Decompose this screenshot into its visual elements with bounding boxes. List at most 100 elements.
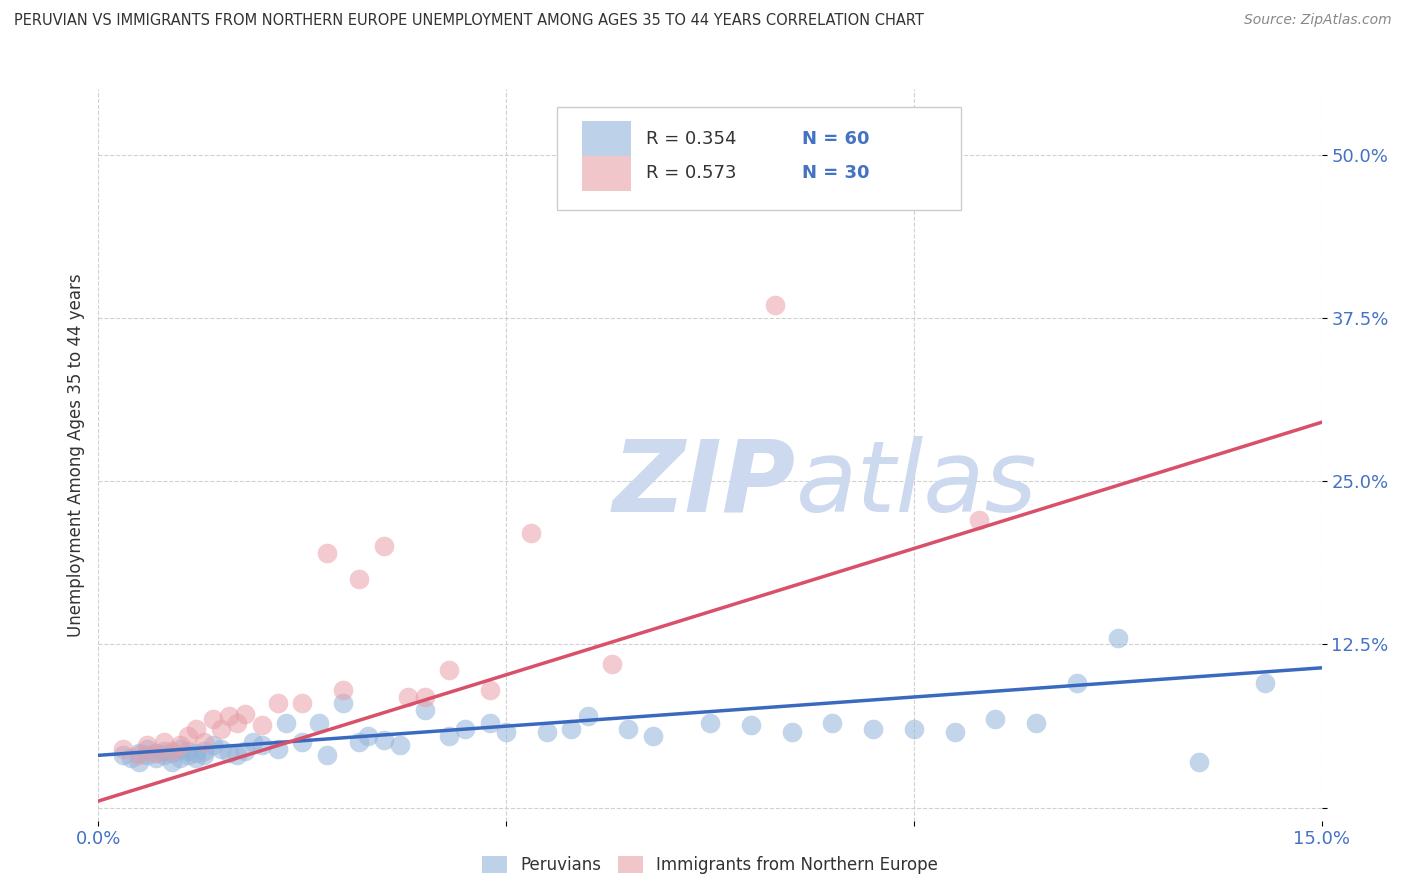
Text: Source: ZipAtlas.com: Source: ZipAtlas.com [1244, 13, 1392, 28]
Point [478, 715, 501, 730]
Point [111, 741, 134, 756]
Point [560, 723, 582, 737]
Point [967, 513, 990, 527]
Point [413, 690, 436, 704]
Point [349, 572, 371, 586]
Point [169, 751, 191, 765]
Point [1253, 676, 1275, 690]
Point [373, 539, 395, 553]
Text: N = 30: N = 30 [801, 164, 869, 182]
Point [209, 723, 232, 737]
Point [128, 746, 150, 760]
Point [315, 748, 337, 763]
Point [349, 735, 371, 749]
Text: N = 60: N = 60 [801, 130, 869, 148]
Point [437, 664, 460, 678]
Legend: Peruvians, Immigrants from Northern Europe: Peruvians, Immigrants from Northern Euro… [482, 856, 938, 874]
Point [128, 748, 150, 763]
Point [169, 738, 191, 752]
Point [1107, 631, 1129, 645]
Point [242, 735, 264, 749]
Point [120, 751, 142, 765]
Point [437, 729, 460, 743]
FancyBboxPatch shape [582, 156, 630, 191]
Point [332, 683, 354, 698]
Point [201, 738, 224, 752]
Point [413, 703, 436, 717]
Point [145, 746, 167, 760]
Point [984, 712, 1007, 726]
Text: atlas: atlas [796, 435, 1038, 533]
Point [903, 723, 925, 737]
Point [193, 744, 215, 758]
Point [233, 706, 256, 721]
Text: ZIP: ZIP [612, 435, 796, 533]
Point [389, 738, 412, 752]
Point [291, 735, 314, 749]
Point [763, 298, 786, 312]
Point [226, 715, 249, 730]
Point [128, 755, 150, 769]
Point [250, 738, 273, 752]
Point [145, 746, 167, 760]
Point [193, 748, 215, 763]
FancyBboxPatch shape [582, 121, 630, 156]
Point [136, 741, 159, 756]
Point [821, 715, 844, 730]
Point [160, 744, 183, 758]
Point [111, 748, 134, 763]
Point [152, 735, 174, 749]
Point [152, 744, 174, 758]
Point [454, 723, 477, 737]
Point [641, 729, 664, 743]
Text: R = 0.354: R = 0.354 [647, 130, 737, 148]
Point [160, 746, 183, 760]
Text: R = 0.573: R = 0.573 [647, 164, 737, 182]
Point [780, 724, 803, 739]
Point [177, 744, 200, 758]
Point [186, 746, 208, 760]
Point [1066, 676, 1088, 690]
Point [862, 723, 884, 737]
Point [536, 724, 558, 739]
Point [136, 738, 159, 752]
Point [267, 741, 290, 756]
Point [315, 546, 337, 560]
Point [209, 741, 232, 756]
Point [356, 729, 378, 743]
Point [600, 657, 623, 671]
Point [226, 748, 249, 763]
Point [186, 751, 208, 765]
Point [145, 751, 167, 765]
Point [699, 715, 721, 730]
Point [218, 709, 240, 723]
Point [233, 744, 256, 758]
Point [152, 748, 174, 763]
Text: PERUVIAN VS IMMIGRANTS FROM NORTHERN EUROPE UNEMPLOYMENT AMONG AGES 35 TO 44 YEA: PERUVIAN VS IMMIGRANTS FROM NORTHERN EUR… [14, 13, 924, 29]
Point [495, 724, 517, 739]
Point [519, 526, 541, 541]
Point [308, 715, 330, 730]
Point [186, 723, 208, 737]
Point [218, 746, 240, 760]
Point [373, 732, 395, 747]
FancyBboxPatch shape [557, 108, 960, 210]
Point [193, 735, 215, 749]
Point [169, 741, 191, 756]
Point [332, 696, 354, 710]
Point [177, 729, 200, 743]
Point [274, 715, 297, 730]
Point [136, 748, 159, 763]
Point [160, 755, 183, 769]
Y-axis label: Unemployment Among Ages 35 to 44 years: Unemployment Among Ages 35 to 44 years [66, 273, 84, 637]
Point [943, 724, 966, 739]
Point [177, 748, 200, 763]
Point [1025, 715, 1047, 730]
Point [740, 718, 762, 732]
Point [291, 696, 314, 710]
Point [478, 683, 501, 698]
Point [201, 712, 224, 726]
Point [1188, 755, 1211, 769]
Point [396, 690, 419, 704]
Point [250, 718, 273, 732]
